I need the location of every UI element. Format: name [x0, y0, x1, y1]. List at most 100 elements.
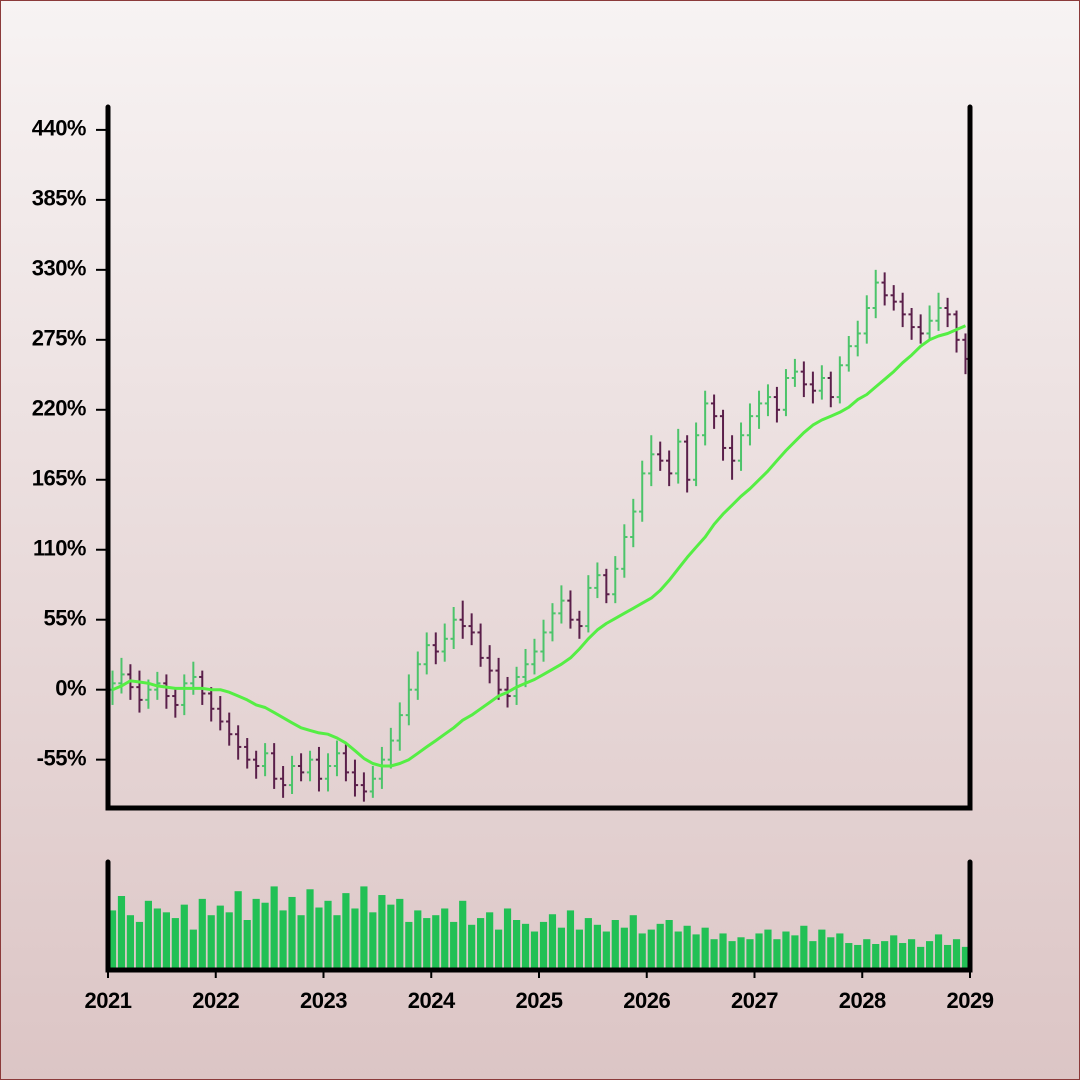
x-tick-label: 2021 [85, 988, 132, 1013]
volume-bar [863, 939, 871, 968]
volume-bar [836, 933, 844, 968]
volume-bar [234, 891, 242, 968]
y-tick-label: 275% [32, 326, 86, 351]
volume-series [108, 886, 970, 968]
volume-bar [943, 944, 952, 968]
volume-bar [566, 910, 575, 968]
volume-bar [414, 910, 422, 968]
price-axes [105, 104, 973, 811]
volume-bar [881, 941, 889, 968]
volume-bar [629, 915, 637, 968]
y-tick-label: 0% [55, 675, 86, 700]
volume-bar [297, 915, 305, 968]
volume-bar [503, 908, 512, 968]
volume-bar [782, 931, 790, 968]
volume-bar [854, 944, 862, 968]
volume-bar [279, 910, 287, 968]
volume-bar [225, 912, 233, 968]
x-tick-label: 2028 [839, 988, 886, 1013]
volume-bar [243, 920, 251, 968]
volume-bar [441, 908, 449, 968]
volume-bar [486, 912, 494, 968]
volume-bar [405, 921, 413, 968]
volume-bar [180, 904, 188, 968]
volume-bar [135, 921, 144, 968]
volume-bar [719, 933, 727, 968]
y-tick-label: 55% [43, 606, 86, 631]
volume-bar [216, 905, 224, 968]
volume-bar [153, 908, 161, 968]
volume-bar [656, 923, 664, 968]
volume-bar [818, 929, 826, 968]
x-tick-label: 2022 [192, 988, 239, 1013]
volume-bar [728, 941, 736, 968]
volume-bar [108, 910, 117, 968]
volume-bar [746, 939, 754, 968]
volume-bar [512, 920, 521, 968]
volume-bar [620, 927, 628, 968]
volume-bar [575, 929, 583, 968]
volume-bar [342, 893, 350, 968]
volume-bar [809, 941, 817, 968]
volume-bar [396, 898, 404, 968]
y-tick-label: -55% [37, 745, 86, 770]
x-tick-label: 2025 [516, 988, 563, 1013]
volume-bar [845, 943, 853, 968]
volume-bar [333, 915, 341, 968]
volume-bar [917, 946, 925, 968]
volume-bar [773, 939, 781, 968]
volume-bar [557, 927, 566, 968]
ohlc-series [109, 269, 969, 802]
x-tick-label: 2026 [623, 988, 670, 1013]
volume-bar [477, 918, 485, 968]
volume-bar [548, 914, 557, 968]
volume-bar [934, 934, 943, 968]
volume-bar [926, 941, 934, 968]
volume-bar [692, 934, 700, 968]
volume-bar [117, 896, 126, 968]
volume-bar [755, 933, 763, 968]
volume-bar [593, 924, 601, 968]
volume-bar [423, 918, 431, 968]
volume-bar [270, 886, 278, 968]
volume-bar [360, 886, 368, 968]
volume-bar [189, 929, 197, 968]
volume-bar [288, 896, 296, 968]
x-tick-label: 2023 [300, 988, 347, 1013]
volume-bar [378, 895, 386, 968]
volume-bar [791, 935, 799, 968]
y-tick-label: 330% [32, 256, 86, 281]
volume-bar [683, 925, 691, 968]
volume-bar [647, 929, 655, 968]
volume-bar [952, 939, 961, 968]
volume-bar [432, 915, 440, 968]
y-tick-label: 220% [32, 396, 86, 421]
volume-bar [495, 929, 503, 968]
volume-bar [674, 931, 682, 968]
moving-average [111, 324, 967, 768]
volume-bar [961, 946, 970, 968]
frame [96, 104, 973, 978]
volume-bar [638, 933, 646, 968]
volume-bar [602, 931, 610, 968]
volume-bar [800, 925, 808, 968]
volume-bar [611, 920, 619, 968]
y-tick-label: 440% [32, 116, 86, 141]
volume-bar [387, 904, 395, 968]
volume-bar [369, 912, 377, 968]
volume-bar [665, 920, 673, 968]
y-tick-label: 385% [32, 186, 86, 211]
volume-bar [701, 927, 709, 968]
x-tick-label: 2024 [408, 988, 456, 1013]
volume-bar [351, 908, 359, 968]
volume-bar [261, 902, 269, 968]
x-tick-label: 2029 [947, 988, 994, 1013]
volume-bar [827, 937, 835, 968]
volume-bar [171, 918, 179, 968]
volume-bar [162, 912, 170, 968]
volume-bar [324, 900, 332, 968]
y-tick-label: 110% [33, 536, 86, 561]
volume-bar [908, 939, 916, 968]
volume-bar [539, 921, 548, 968]
